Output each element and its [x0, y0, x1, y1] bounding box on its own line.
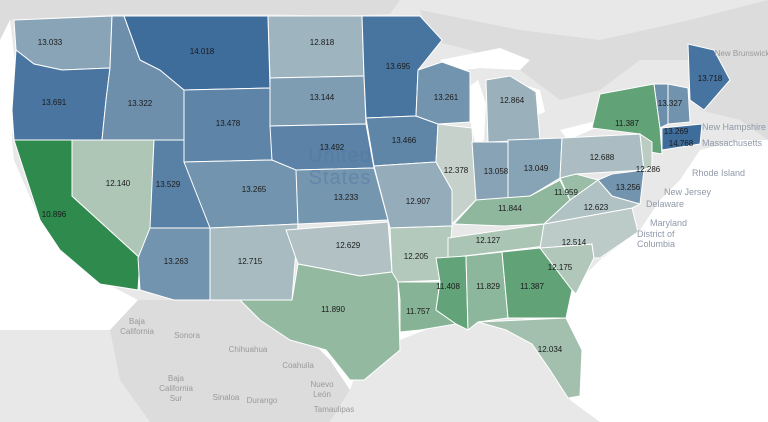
geo-label-nuevo-1: Nuevo — [310, 380, 334, 389]
geo-label-tamaulipas: Tamaulipas — [314, 405, 354, 414]
geo-label-sonora: Sonora — [174, 331, 200, 340]
geo-label-maryland: Maryland — [650, 218, 687, 228]
state-tx[interactable] — [238, 263, 401, 381]
state-il[interactable] — [435, 123, 477, 226]
state-md[interactable] — [597, 169, 645, 205]
state-az[interactable] — [137, 227, 211, 301]
geo-label-coahuila: Coahuila — [282, 361, 314, 370]
lake-erie — [560, 122, 600, 140]
atlantic-gulf-water — [260, 140, 768, 422]
state-me[interactable] — [687, 43, 731, 111]
geo-label-baja-sur-2: California — [159, 384, 193, 393]
state-ar[interactable] — [389, 225, 453, 283]
geo-label-sinaloa: Sinaloa — [213, 393, 240, 402]
geo-label-baja-california-1: Baja — [129, 317, 146, 326]
pacific-ocean — [0, 20, 140, 330]
geo-label-rhode-island: Rhode Island — [692, 168, 745, 178]
state-layer — [11, 15, 731, 399]
lake-superior — [440, 48, 530, 72]
geo-label-durango: Durango — [247, 396, 278, 405]
geo-label-massachusetts: Massachusetts — [702, 138, 763, 148]
state-sd[interactable] — [269, 75, 367, 127]
state-in[interactable] — [471, 141, 509, 201]
geo-label-delaware: Delaware — [646, 199, 684, 209]
geo-label-new-brunswick: New Brunswick — [715, 49, 768, 58]
state-ia[interactable] — [365, 115, 439, 167]
state-nj[interactable] — [639, 132, 653, 171]
state-ga[interactable] — [501, 247, 573, 319]
state-pa[interactable] — [559, 133, 645, 179]
state-mi[interactable] — [485, 75, 541, 143]
state-wi[interactable] — [415, 61, 471, 125]
geo-label-new-jersey: New Jersey — [664, 187, 712, 197]
geo-label-district-1: District of — [637, 229, 675, 239]
state-wy[interactable] — [183, 87, 273, 163]
state-al[interactable] — [465, 251, 509, 332]
geo-label-district-2: Columbia — [637, 239, 675, 249]
state-ma[interactable] — [661, 123, 703, 151]
geo-label-baja-sur-1: Baja — [168, 374, 185, 383]
canada-east-land — [420, 0, 768, 140]
geo-label-baja-california-2: California — [120, 327, 154, 336]
state-nd[interactable] — [267, 15, 365, 79]
state-nh[interactable] — [667, 83, 691, 125]
country-label-united: United — [308, 145, 372, 167]
geo-label-baja-sur-3: Sur — [170, 394, 183, 403]
lake-michigan — [470, 80, 486, 146]
state-nm[interactable] — [209, 223, 299, 301]
country-label-states: States — [309, 167, 372, 189]
state-fl[interactable] — [477, 317, 583, 399]
canada-land — [0, 0, 400, 40]
geo-label-nuevo-2: León — [313, 390, 331, 399]
geo-label-chihuahua: Chihuahua — [229, 345, 268, 354]
geo-label-new-hampshire: New Hampshire — [702, 122, 766, 132]
state-oh[interactable] — [507, 137, 563, 201]
